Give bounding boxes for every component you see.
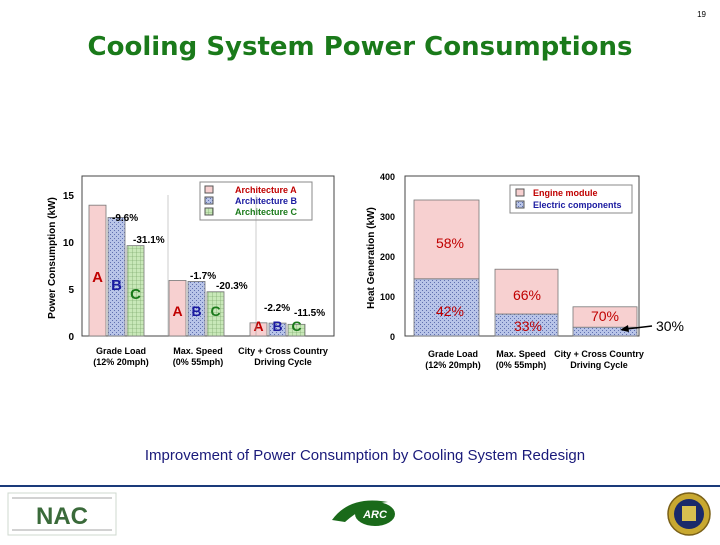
left-bar-letter: A xyxy=(253,318,263,334)
legend-label-c: Architecture C xyxy=(235,207,298,217)
legend-label-electric: Electric components xyxy=(533,200,622,210)
left-xtick-label: Max. Speed xyxy=(173,346,223,356)
footer-svg: NAC ARC xyxy=(7,492,711,536)
right-ytick-label: 0 xyxy=(390,332,395,342)
left-bar xyxy=(168,280,187,337)
right-bar-segment xyxy=(413,199,480,280)
annotation-speed-b: -1.7% xyxy=(190,271,216,282)
left-bar xyxy=(287,323,306,337)
legend-swatch-b xyxy=(204,196,214,205)
left-bar xyxy=(187,281,206,337)
legend-swatch-engine xyxy=(515,188,525,197)
left-bar xyxy=(249,322,268,337)
pct-city-engine: 70% xyxy=(591,308,619,324)
left-ytick-label: 10 xyxy=(63,238,75,249)
pct-grade-electric: 42% xyxy=(436,303,464,319)
left-bar xyxy=(268,322,287,337)
svg-text:ARC: ARC xyxy=(362,509,388,521)
university-seal-icon xyxy=(667,492,711,536)
left-ytick-label: 15 xyxy=(63,191,75,202)
annotation-grade-b: -9.6% xyxy=(112,213,138,224)
arc-logo: ARC xyxy=(330,496,395,532)
left-bar xyxy=(107,217,126,337)
annotation-city-b: -2.2% xyxy=(264,303,290,314)
right-ytick-label: 400 xyxy=(380,172,395,182)
pct-city-electric: 30% xyxy=(656,318,684,334)
legend-label-a: Architecture A xyxy=(235,185,297,195)
left-bar-letter: B xyxy=(272,318,282,334)
legend-label-b: Architecture B xyxy=(235,196,298,206)
legend-swatch-electric xyxy=(515,200,525,209)
right-ytick-label: 300 xyxy=(380,212,395,222)
slide-title: Cooling System Power Consumptions xyxy=(87,32,633,62)
page-number: 19 xyxy=(697,10,706,19)
left-bar-letter: C xyxy=(210,303,220,319)
right-bar-segment xyxy=(413,278,480,337)
right-ylabel: Heat Generation (kW) xyxy=(366,207,377,309)
pct-speed-electric: 33% xyxy=(514,318,542,334)
left-ytick-label: 0 xyxy=(68,332,74,343)
left-xtick-label: (0% 55mph) xyxy=(173,357,224,367)
left-ylabel: Power Consumption (kW) xyxy=(47,197,58,319)
right-ytick-label: 200 xyxy=(380,252,395,262)
right-xtick-label: Grade Load xyxy=(428,349,478,359)
left-bar-letter: A xyxy=(92,269,103,286)
annotation-speed-c: -20.3% xyxy=(216,281,248,292)
left-bar-letter: A xyxy=(172,303,182,319)
left-xtick-label: City + Cross Country xyxy=(238,346,328,356)
legend-swatch-c xyxy=(204,207,214,216)
right-bar-segment xyxy=(572,306,638,328)
chart-caption: Improvement of Power Consumption by Cool… xyxy=(144,447,586,464)
left-bar-letter: C xyxy=(291,318,301,334)
arrow-30pct xyxy=(620,325,653,332)
right-xtick-label: (0% 55mph) xyxy=(496,360,547,370)
left-bar xyxy=(126,245,145,337)
annotation-grade-c: -31.1% xyxy=(133,235,165,246)
right-ytick-label: 100 xyxy=(380,292,395,302)
right-xtick-label: City + Cross Country xyxy=(554,349,644,359)
right-legend: Engine module Electric components xyxy=(509,184,633,214)
left-bar xyxy=(88,204,107,337)
right-xtick-label: Driving Cycle xyxy=(570,360,628,370)
annotation-city-c: -11.5% xyxy=(294,308,325,319)
left-bar-letter: B xyxy=(191,303,201,319)
pct-grade-engine: 58% xyxy=(436,235,464,251)
footer: NAC ARC xyxy=(0,490,720,540)
right-xtick-label: (12% 20mph) xyxy=(425,360,481,370)
legend-swatch-a xyxy=(204,185,214,194)
left-xtick-label: Grade Load xyxy=(96,346,146,356)
left-xtick-label: (12% 20mph) xyxy=(93,357,149,367)
nac-logo: NAC xyxy=(7,492,117,536)
right-chart: Heat Generation (kW) 0 100 200 300 400 Grade… xyxy=(366,172,684,370)
left-bar xyxy=(206,291,225,337)
left-ytick-label: 5 xyxy=(68,285,74,296)
right-xtick-label: Max. Speed xyxy=(496,349,546,359)
pct-speed-engine: 66% xyxy=(513,287,541,303)
svg-text:NAC: NAC xyxy=(36,503,88,530)
footer-divider xyxy=(0,485,720,487)
left-xtick-label: Driving Cycle xyxy=(254,357,312,367)
legend-label-engine: Engine module xyxy=(533,188,598,198)
right-bar-segment xyxy=(494,268,559,315)
left-bar-letter: C xyxy=(130,286,141,303)
left-bar-letter: B xyxy=(111,277,122,294)
